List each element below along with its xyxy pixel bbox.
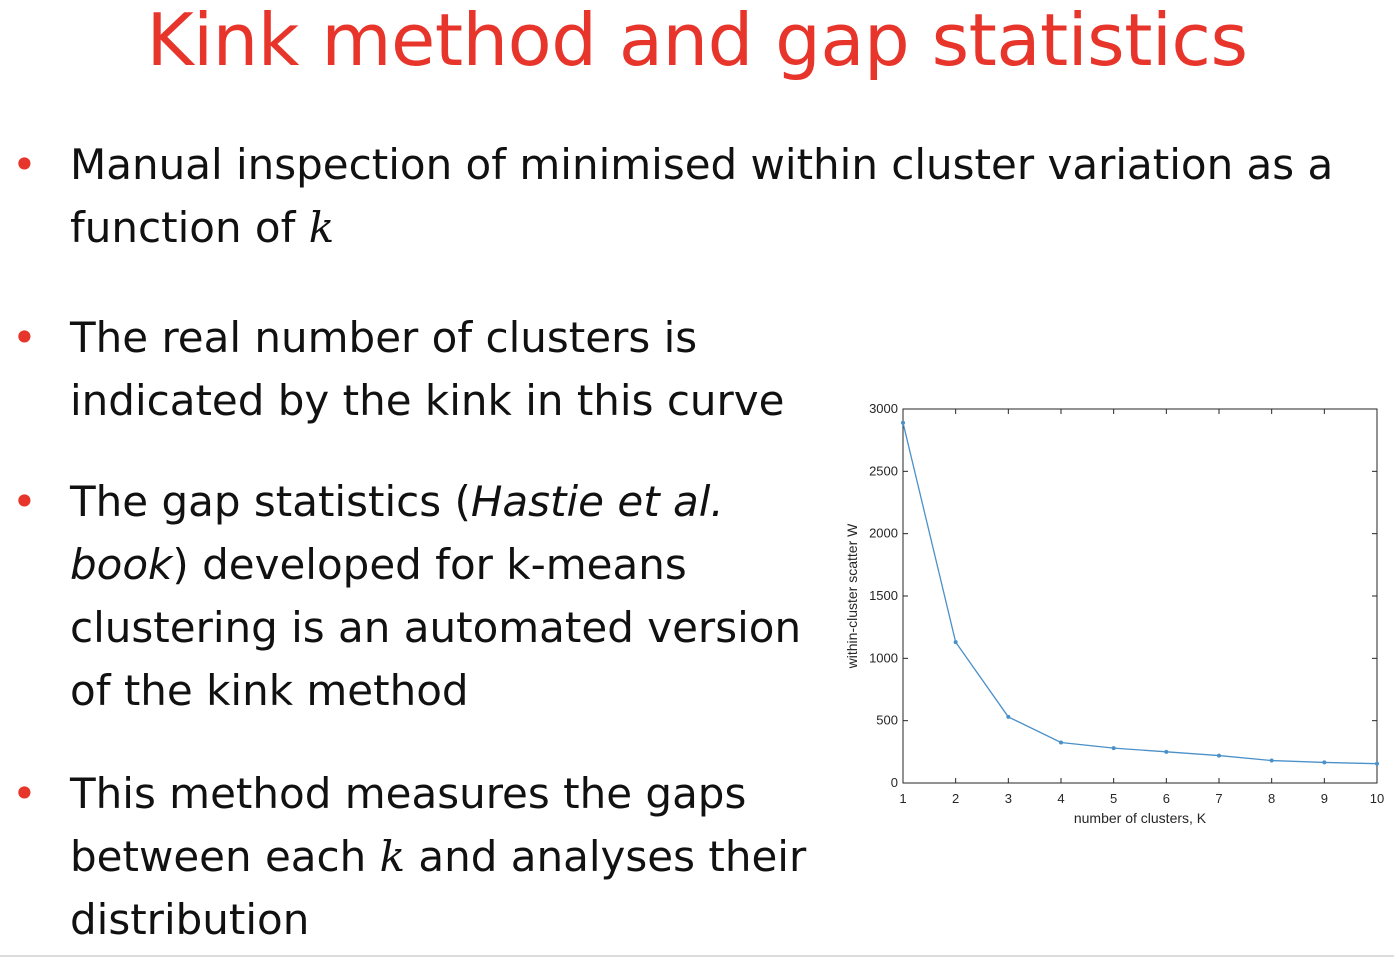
bullet-line: Manual inspection of minimised within cl… [70, 140, 1334, 189]
bullet-line: The gap statistics (Hastie et al. [70, 477, 724, 526]
math-k: k [379, 832, 406, 881]
x-tick-label: 6 [1163, 791, 1170, 806]
slide-title: Kink method and gap statistics [146, 0, 1248, 82]
y-tick-labels: 0 500 1000 1500 2000 2500 3000 [869, 401, 898, 790]
bullet-text: This method measures the gaps between ea… [70, 762, 806, 951]
data-point [1269, 758, 1274, 763]
x-tick-label: 4 [1057, 791, 1064, 806]
x-tick-label: 1 [899, 791, 906, 806]
x-tick-label: 9 [1321, 791, 1328, 806]
data-point [1375, 761, 1379, 766]
data-point [953, 640, 958, 645]
bullet-marker: • [12, 140, 37, 189]
y-tick-label: 1000 [869, 650, 898, 665]
y-tick-label: 2500 [869, 463, 898, 478]
citation-text: book [70, 540, 173, 589]
bullet-text: The gap statistics (Hastie et al. book) … [70, 470, 801, 722]
bullet-line: between each k and analyses their [70, 832, 807, 881]
data-point [1006, 714, 1011, 719]
citation-text: Hastie et al. [470, 477, 724, 526]
bullet-line: book) developed for k-means [70, 540, 687, 589]
data-point [901, 420, 905, 425]
data-point [1059, 740, 1063, 745]
y-tick-label: 500 [876, 713, 898, 728]
elbow-chart-svg: 1 2 3 4 5 6 7 8 9 10 0 500 1000 1500 2000 2500 3000 num… [844, 401, 1384, 826]
bullet-kink: • The real number of clusters is indicat… [0, 306, 820, 436]
y-tick-label: 0 [891, 775, 898, 790]
x-tick-label: 7 [1215, 791, 1222, 806]
series-points [901, 420, 1379, 766]
plot-area [902, 408, 1378, 784]
x-tick-label: 5 [1110, 791, 1117, 806]
bullet-measures-gaps: • This method measures the gaps between … [0, 762, 820, 954]
bullet-marker: • [12, 477, 37, 526]
bullet-line: This method measures the gaps [70, 769, 747, 818]
bullet-text: The real number of clusters is indicated… [70, 306, 785, 432]
bullet-manual-inspection: • Manual inspection of minimised within … [0, 133, 1394, 263]
y-tick-label: 2000 [869, 526, 898, 541]
series-line [902, 422, 1378, 765]
bullet-text: Manual inspection of minimised within cl… [70, 133, 1333, 259]
data-point [1111, 746, 1116, 751]
bullet-line: function of k [70, 203, 335, 252]
bullet-marker: • [12, 769, 37, 818]
data-point [1322, 760, 1327, 765]
bullet-line: of the kink method [70, 666, 469, 715]
bullet-line: indicated by the kink in this curve [70, 376, 785, 425]
x-tick-label: 3 [1005, 791, 1012, 806]
bullet-line: The real number of clusters is [70, 313, 698, 362]
bullet-gap-statistics: • The gap statistics (Hastie et al. book… [0, 470, 820, 726]
x-tick-label: 2 [952, 791, 959, 806]
y-axis-label: within-cluster scatter W [844, 523, 860, 669]
y-tick-label: 1500 [869, 588, 898, 603]
bullet-line: clustering is an automated version [70, 603, 802, 652]
x-tick-label: 10 [1370, 791, 1384, 806]
x-tick-labels: 1 2 3 4 5 6 7 8 9 10 [899, 791, 1384, 806]
footer-divider [0, 955, 1394, 957]
math-k: k [308, 203, 335, 252]
axis-ticks [902, 408, 1378, 784]
data-point [1164, 749, 1169, 754]
data-point [1217, 753, 1221, 758]
bullet-line: distribution [70, 895, 310, 944]
y-tick-label: 3000 [869, 401, 898, 416]
bullet-marker: • [12, 313, 37, 362]
x-tick-label: 8 [1268, 791, 1275, 806]
elbow-chart: 1 2 3 4 5 6 7 8 9 10 0 500 1000 1500 2000 2500 3000 num… [835, 395, 1390, 835]
x-axis-label: number of clusters, K [1074, 810, 1207, 826]
